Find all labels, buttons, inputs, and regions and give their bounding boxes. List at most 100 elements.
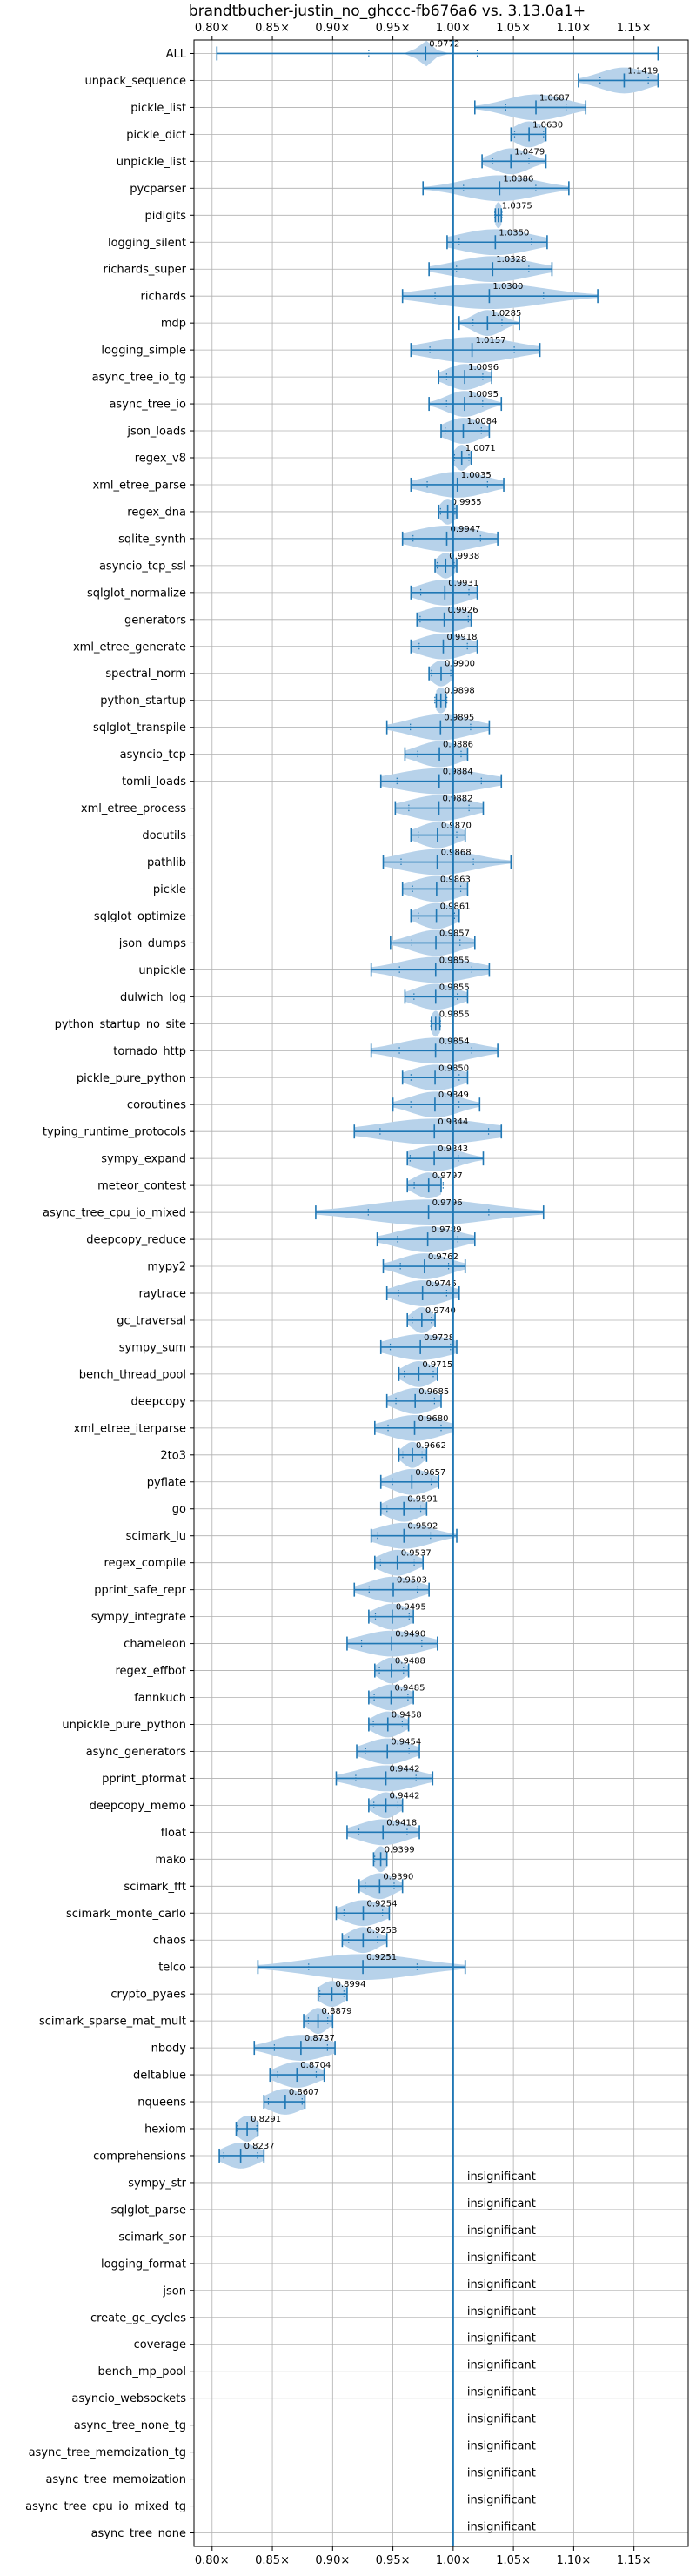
- benchmark-row: 1.0687: [473, 93, 587, 121]
- benchmark-label: bench_thread_pool: [79, 1368, 186, 1381]
- x-tick-label-top: 1.05×: [496, 22, 531, 35]
- benchmark-label: scimark_sor: [118, 2231, 186, 2244]
- benchmark-label: dulwich_log: [120, 991, 186, 1004]
- value-label: 0.9399: [385, 1845, 415, 1855]
- benchmark-row: 0.9861: [410, 902, 471, 929]
- benchmark-label: regex_effbot: [115, 1665, 186, 1678]
- insignificant-label: insignificant: [467, 2521, 536, 2534]
- benchmark-row: 0.8737: [253, 2034, 336, 2061]
- insignificant-label: insignificant: [467, 2332, 536, 2345]
- benchmark-row: 0.9789: [376, 1225, 476, 1252]
- benchmark-label: pickle_list: [130, 102, 186, 115]
- benchmark-label: raytrace: [138, 1288, 186, 1301]
- benchmark-label: 2to3: [160, 1449, 186, 1462]
- value-label: 0.9863: [440, 875, 471, 884]
- benchmark-row: 0.9503: [353, 1576, 430, 1603]
- value-label: 1.0300: [492, 282, 523, 292]
- plot-frame: [193, 39, 689, 2547]
- benchmark-label: deepcopy_memo: [90, 1800, 186, 1813]
- value-label: 0.9898: [445, 687, 475, 696]
- benchmark-row: 0.9740: [406, 1306, 456, 1333]
- benchmark-row: 0.8879: [303, 2007, 352, 2034]
- benchmark-row: insignificant: [467, 2521, 536, 2534]
- benchmark-label: json_dumps: [118, 937, 186, 950]
- benchmark-row: insignificant: [467, 2332, 536, 2345]
- benchmark-row: 0.9454: [356, 1737, 421, 1765]
- benchmark-label: chaos: [153, 1935, 186, 1948]
- benchmark-row: insignificant: [467, 2359, 536, 2372]
- benchmark-row: 1.0328: [428, 255, 553, 283]
- benchmark-row: 0.9797: [406, 1171, 463, 1198]
- value-label: 0.9772: [429, 39, 459, 49]
- benchmark-row: 0.9863: [401, 875, 471, 902]
- benchmark-label: docutils: [142, 829, 186, 842]
- x-tick-label-bottom: 0.85×: [255, 2554, 290, 2567]
- insignificant-label: insignificant: [467, 2170, 536, 2184]
- benchmark-row: 0.9537: [374, 1549, 432, 1576]
- value-label: 0.9485: [395, 1684, 425, 1694]
- benchmark-label: python_startup: [100, 694, 186, 708]
- benchmark-row: 0.9843: [406, 1144, 485, 1172]
- benchmark-row: insignificant: [467, 2278, 536, 2291]
- value-label: 1.1419: [627, 66, 658, 76]
- benchmark-row: 0.8607: [263, 2088, 319, 2115]
- benchmark-label: pickle_dict: [126, 129, 186, 142]
- benchmark-row: 0.9844: [353, 1117, 503, 1145]
- value-label: 1.0630: [532, 120, 563, 130]
- benchmark-row: 0.9485: [368, 1684, 425, 1711]
- value-label: 0.9458: [392, 1710, 422, 1720]
- value-label: 0.9418: [386, 1818, 417, 1828]
- value-label: 0.9882: [443, 795, 473, 804]
- benchmark-row: 0.9898: [434, 687, 475, 714]
- benchmark-row: 0.9680: [374, 1414, 454, 1441]
- value-label: 1.0328: [496, 255, 526, 265]
- benchmark-label: xml_etree_generate: [73, 641, 186, 654]
- benchmark-row: insignificant: [467, 2170, 536, 2184]
- insignificant-label: insignificant: [467, 2359, 536, 2372]
- benchmark-row: 0.9931: [410, 579, 478, 606]
- benchmark-row: 1.0375: [494, 201, 532, 229]
- benchmark-label: pidigits: [145, 210, 187, 223]
- benchmark-label: asyncio_tcp_ssl: [99, 560, 186, 573]
- benchmark-label: comprehensions: [93, 2150, 186, 2163]
- value-label: 0.9855: [439, 983, 470, 992]
- value-label: 1.0096: [468, 363, 499, 372]
- benchmark-row: 0.9886: [404, 741, 473, 768]
- benchmark-label: pprint_safe_repr: [94, 1584, 186, 1597]
- value-label: 0.8879: [322, 2007, 352, 2016]
- insignificant-label: insignificant: [467, 2197, 536, 2210]
- x-tick-label-top: 1.00×: [436, 22, 471, 35]
- benchmark-row: 0.9488: [374, 1657, 425, 1684]
- value-label: 0.9926: [448, 606, 478, 615]
- insignificant-label: insignificant: [467, 2467, 536, 2480]
- benchmark-row: 0.9490: [346, 1630, 438, 1657]
- value-label: 0.9495: [396, 1603, 426, 1613]
- benchmark-label: async_tree_cpu_io_mixed: [43, 1207, 186, 1220]
- benchmark-label: gc_traversal: [117, 1314, 186, 1327]
- benchmark-row: 0.9254: [335, 1899, 398, 1927]
- chart-title: brandtbucher-justin_no_ghccc-fb676a6 vs.…: [189, 3, 586, 20]
- benchmark-label: sympy_integrate: [91, 1611, 186, 1624]
- benchmark-row: 0.9857: [390, 929, 476, 956]
- benchmark-label: sympy_sum: [119, 1341, 186, 1354]
- benchmark-row: insignificant: [467, 2224, 536, 2237]
- benchmark-label: generators: [124, 614, 186, 627]
- value-label: 1.0095: [468, 390, 499, 399]
- value-label: 0.9938: [449, 552, 479, 561]
- insignificant-label: insignificant: [467, 2278, 536, 2291]
- insignificant-label: insignificant: [467, 2494, 536, 2507]
- value-label: 0.8607: [289, 2088, 319, 2097]
- value-label: 0.9796: [432, 1198, 463, 1208]
- benchmark-row: 0.9855: [370, 956, 491, 983]
- benchmark-row: 1.0350: [446, 228, 548, 256]
- value-label: 0.9488: [395, 1657, 425, 1667]
- benchmark-row: 0.9884: [379, 768, 503, 795]
- value-label: 0.9442: [390, 1764, 420, 1774]
- value-label: 1.0084: [466, 417, 497, 426]
- value-label: 0.9886: [443, 741, 473, 750]
- benchmark-row: 0.9418: [346, 1818, 420, 1846]
- benchmark-label: unpack_sequence: [84, 75, 186, 88]
- x-tick-label-bottom: 1.05×: [496, 2554, 531, 2567]
- benchmark-row: 0.9854: [370, 1036, 499, 1064]
